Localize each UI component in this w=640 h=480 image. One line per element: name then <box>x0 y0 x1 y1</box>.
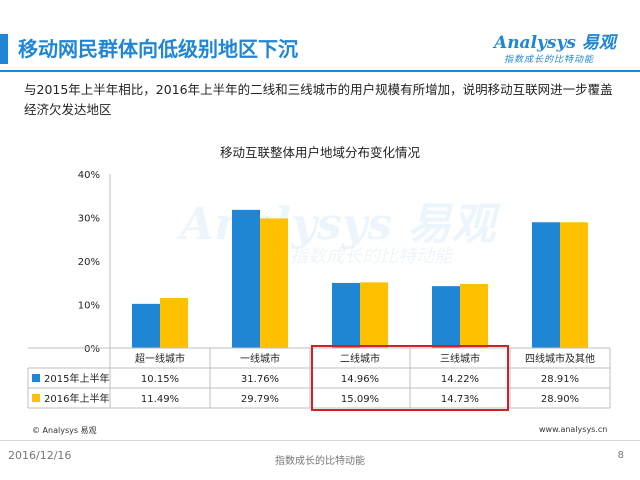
page-number: 8 <box>617 450 624 461</box>
logo-text: Analysys 易观 <box>494 33 616 53</box>
bar-2015h1 <box>432 286 460 348</box>
logo-slogan: 指数成长的比特动能 <box>504 55 595 65</box>
y-tick-label: 10% <box>78 301 100 312</box>
bar-2016h1 <box>460 283 488 348</box>
data-label: 28.90% <box>541 394 579 405</box>
category-label: 一线城市 <box>240 352 280 365</box>
bar-2016h1 <box>160 298 188 348</box>
bar-2016h1 <box>360 282 388 348</box>
bar-2015h1 <box>532 222 560 348</box>
data-label: 31.76% <box>241 374 279 385</box>
report-date: 2016/12/16 <box>8 449 72 462</box>
highlight-box <box>311 345 509 411</box>
source-note: © Analysys 易观 <box>32 426 97 435</box>
data-label: 28.91% <box>541 374 579 385</box>
data-label: 14.22% <box>441 374 479 385</box>
category-label: 二线城市 <box>340 352 380 365</box>
bar-2016h1 <box>560 222 588 348</box>
header-divider <box>0 70 640 72</box>
category-label: 四线城市及其他 <box>525 352 595 365</box>
data-label: 29.79% <box>241 394 279 405</box>
bar-2015h1 <box>332 282 360 348</box>
bar-2016h1 <box>260 218 288 348</box>
page-title: 移动网民群体向低级别地区下沉 <box>18 37 298 61</box>
y-tick-label: 0% <box>84 344 100 355</box>
data-label: 10.15% <box>141 374 179 385</box>
bar-2015h1 <box>232 209 260 348</box>
summary-text: 与2015年上半年相比，2016年上半年的二线和三线城市的用户规模有所增加，说明… <box>24 82 613 117</box>
category-label: 超一线城市 <box>135 352 185 365</box>
footer-slogan: 指数成长的比特动能 <box>275 456 365 467</box>
bar-2015h1 <box>132 303 160 348</box>
data-label: 14.73% <box>441 394 479 405</box>
analysys-logo: Analysys 易观 指数成长的比特动能 <box>494 28 634 68</box>
footer-divider <box>0 440 640 441</box>
y-tick-label: 40% <box>78 170 100 181</box>
y-tick-label: 30% <box>78 214 100 225</box>
legend-swatch <box>32 394 40 402</box>
title-accent-bar <box>0 34 8 64</box>
data-label: 15.09% <box>341 394 379 405</box>
legend-label: 2016年上半年 <box>44 392 109 405</box>
chart-title: 移动互联整体用户地域分布变化情况 <box>219 145 420 160</box>
category-label: 三线城市 <box>440 352 480 365</box>
website-note: www.analysys.cn <box>539 425 608 434</box>
data-label: 14.96% <box>341 374 379 385</box>
y-tick-label: 20% <box>78 257 100 268</box>
bar-chart-with-data-table: 0% 10% 20% 30% 40% 超一线城市 一线城市 二线城市 三线城市 四线城市及其他 20… <box>27 170 611 411</box>
data-label: 11.49% <box>141 394 179 405</box>
legend-label: 2015年上半年 <box>44 372 109 385</box>
legend-swatch <box>32 374 40 382</box>
